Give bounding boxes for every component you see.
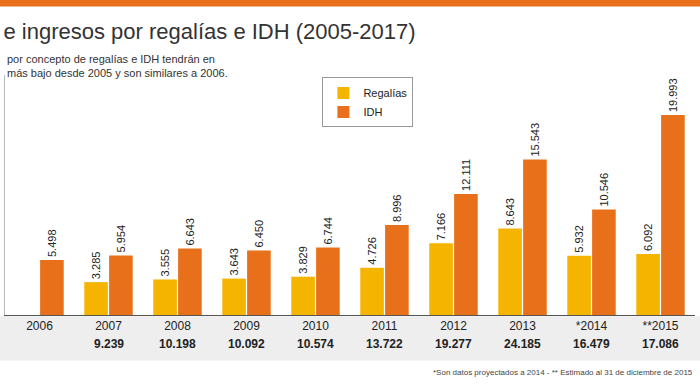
svg-text:9.239: 9.239 — [94, 337, 124, 351]
svg-text:2013: 2013 — [509, 319, 536, 333]
svg-text:10.198: 10.198 — [159, 337, 196, 351]
svg-text:*2014: *2014 — [576, 319, 608, 333]
svg-text:10.546: 10.546 — [598, 173, 610, 207]
svg-text:19.993: 19.993 — [667, 78, 679, 112]
svg-text:17.086: 17.086 — [642, 337, 679, 351]
svg-text:13.722: 13.722 — [366, 337, 403, 351]
svg-text:**2015: **2015 — [642, 319, 678, 333]
svg-text:por concepto de regalías e IDH: por concepto de regalías e IDH tendrán e… — [7, 53, 228, 79]
svg-text:16.479: 16.479 — [573, 337, 610, 351]
svg-text:15.543: 15.543 — [529, 123, 541, 157]
svg-text:3.555: 3.555 — [159, 249, 171, 277]
svg-text:5.932: 5.932 — [573, 225, 585, 253]
svg-text:e ingresos por regalías e IDH: e ingresos por regalías e IDH (2005-2017… — [4, 19, 416, 44]
svg-text:8.996: 8.996 — [391, 195, 403, 223]
svg-text:4.726: 4.726 — [366, 237, 378, 265]
svg-text:6.643: 6.643 — [184, 218, 196, 246]
svg-text:2006: 2006 — [26, 319, 53, 333]
svg-text:2012: 2012 — [440, 319, 467, 333]
svg-text:6.450: 6.450 — [253, 220, 265, 248]
svg-text:2009: 2009 — [233, 319, 260, 333]
svg-text:2008: 2008 — [164, 319, 191, 333]
svg-text:6.744: 6.744 — [322, 217, 334, 245]
svg-text:10.574: 10.574 — [297, 337, 334, 351]
svg-text:Regalías: Regalías — [363, 87, 407, 99]
svg-text:6.092: 6.092 — [642, 224, 654, 252]
svg-text:24.185: 24.185 — [504, 337, 541, 351]
svg-text:8.643: 8.643 — [504, 198, 516, 226]
svg-text:IDH: IDH — [363, 106, 382, 118]
svg-text:5.498: 5.498 — [46, 229, 58, 257]
svg-text:3.643: 3.643 — [228, 248, 240, 276]
svg-text:3.829: 3.829 — [297, 246, 309, 274]
svg-text:5.954: 5.954 — [115, 225, 127, 253]
svg-text:12.111: 12.111 — [460, 159, 472, 191]
svg-text:2010: 2010 — [302, 319, 329, 333]
svg-text:7.166: 7.166 — [435, 213, 447, 241]
svg-text:2011: 2011 — [372, 319, 398, 333]
svg-text:10.092: 10.092 — [228, 337, 265, 351]
svg-text:19.277: 19.277 — [435, 337, 472, 351]
svg-text:3.285: 3.285 — [90, 252, 102, 280]
svg-text:2007: 2007 — [95, 319, 122, 333]
svg-text:*Son datos proyectados a 2014: *Son datos proyectados a 2014 - ** Estim… — [433, 368, 693, 377]
